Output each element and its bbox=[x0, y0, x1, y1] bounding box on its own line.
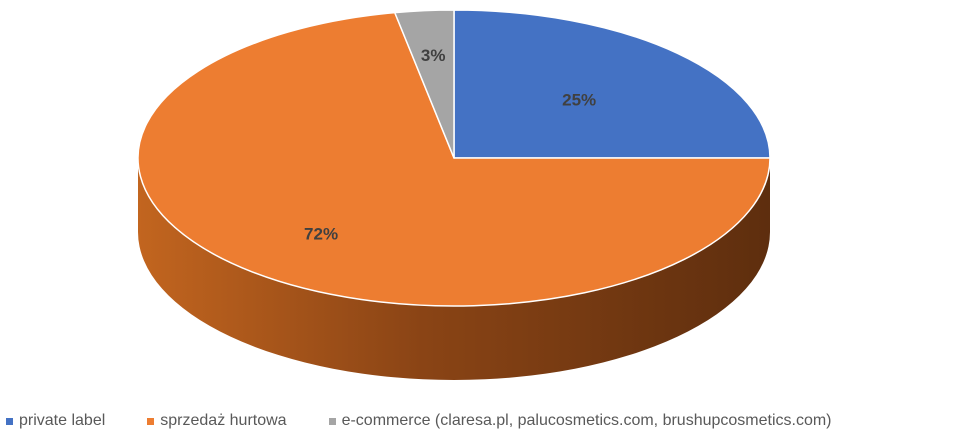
legend: private label sprzedaż hurtowa e-commerce … bbox=[6, 410, 956, 432]
legend-item-0: private label bbox=[6, 412, 105, 430]
legend-swatch-0 bbox=[6, 417, 13, 425]
legend-item-1: sprzedaż hurtowa bbox=[147, 412, 287, 430]
data-label-2: 3% bbox=[421, 46, 446, 65]
pie-slice-0 bbox=[453, 9, 771, 159]
legend-label-0: private label bbox=[19, 412, 106, 429]
pie-slice-2 bbox=[394, 9, 455, 159]
pie-slice-side-1 bbox=[138, 158, 770, 380]
data-label-1: 72% bbox=[304, 224, 338, 243]
pie-slice-1 bbox=[137, 11, 771, 307]
legend-swatch-2 bbox=[328, 417, 336, 425]
legend-swatch-1 bbox=[147, 417, 155, 425]
legend-label-2: e-commerce (claresa.pl, palucosmetics.co… bbox=[341, 412, 832, 429]
pie-chart-plot: 25% 72% 3% bbox=[137, 9, 771, 380]
data-label-0: 25% bbox=[562, 90, 596, 109]
legend-label-1: sprzedaż hurtowa bbox=[160, 412, 287, 429]
legend-item-2: e-commerce (claresa.pl, palucosmetics.co… bbox=[328, 412, 832, 430]
